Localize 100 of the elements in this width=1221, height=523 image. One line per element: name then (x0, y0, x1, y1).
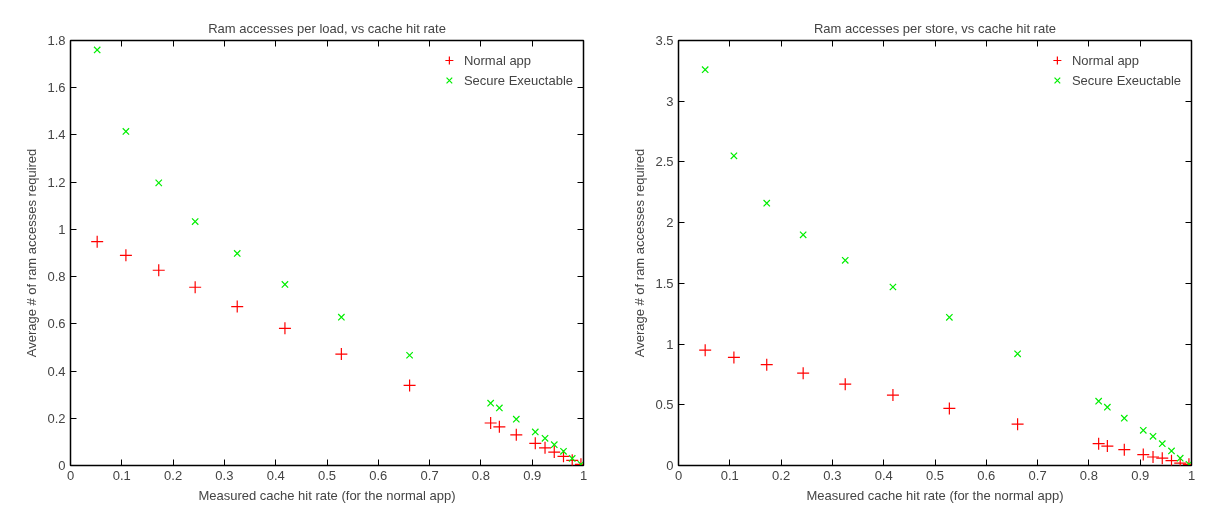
point (945, 313, 954, 322)
x-tick-label: 0.8 (1079, 467, 1098, 483)
point (1094, 397, 1103, 405)
x-tick-label: 0.9 (523, 467, 542, 483)
legend-label: Normal app (1071, 52, 1140, 68)
y-tick-label: 1.2 (47, 174, 66, 190)
point (90, 235, 104, 249)
y-tick-label: 2.5 (655, 154, 674, 170)
point (547, 445, 561, 459)
point (152, 263, 166, 277)
y-axis-title: Average # of ram accesses required (632, 148, 648, 358)
chart-title: Ram accesses per load, vs cache hit rate (208, 20, 446, 36)
y-tick-label: 1 (58, 221, 66, 237)
point (531, 428, 540, 436)
point (122, 127, 130, 136)
point (889, 283, 897, 291)
chart-title: Ram accesses per store, vs cache hit rate (813, 20, 1057, 36)
point (1139, 426, 1148, 435)
point (281, 280, 289, 289)
point (484, 416, 498, 430)
x-tick-label: 0.1 (112, 467, 131, 483)
point (559, 447, 568, 456)
x-tick-label: 0.9 (1131, 467, 1150, 483)
x-tick-label: 0.4 (874, 467, 893, 483)
y-tick-label: 3 (666, 93, 674, 109)
point (191, 217, 199, 226)
y-tick-label: 1.6 (47, 80, 66, 96)
point (278, 321, 292, 335)
y-tick-label: 1.4 (47, 127, 66, 143)
point (1164, 454, 1179, 466)
point (1158, 439, 1167, 448)
point (337, 313, 346, 321)
x-tick-label: 0.6 (369, 467, 388, 483)
x-axis-title: Measured cache hit rate (for the normal app) (198, 487, 456, 503)
point (796, 366, 810, 380)
point (1146, 450, 1160, 464)
point (541, 434, 549, 443)
x-tick-label: 0.5 (925, 467, 945, 483)
point (1010, 417, 1025, 431)
point (405, 351, 414, 360)
y-tick-label: 3.5 (655, 33, 674, 48)
y-axis-title: Average # of ram accesses required (24, 148, 40, 358)
point (495, 404, 504, 412)
point (1120, 414, 1129, 422)
point (1092, 437, 1106, 451)
point (93, 46, 101, 54)
y-tick-label: 0.5 (655, 397, 674, 413)
point (701, 65, 709, 74)
point (402, 378, 417, 393)
point (942, 401, 956, 416)
point (556, 449, 571, 463)
x-tick-label: 0.3 (215, 467, 234, 483)
point (509, 428, 523, 442)
x-tick-label: 0.2 (772, 467, 791, 483)
point (492, 420, 506, 434)
point (1176, 454, 1184, 462)
point (188, 280, 202, 294)
point (233, 249, 242, 258)
point (230, 300, 244, 314)
x-tick-label: 1 (1187, 467, 1196, 483)
x-tick-label: 0.7 (420, 467, 439, 483)
point (1100, 439, 1114, 453)
y-tick-label: 2 (666, 215, 674, 231)
y-tick-label: 0.4 (47, 363, 66, 379)
point (528, 436, 542, 450)
x-tick-label: 0.3 (823, 467, 842, 483)
x-tick-label: 0.6 (977, 467, 996, 483)
x-tick-label: 0.1 (720, 467, 739, 483)
point (1167, 447, 1176, 455)
legend-label: Normal app (463, 52, 532, 68)
point (760, 358, 774, 372)
x-tick-label: 0.7 (1028, 467, 1047, 483)
point (727, 350, 741, 365)
legend-label: Secure Exeuctable (463, 72, 573, 88)
point (1136, 447, 1150, 462)
legend-label: Secure Exeuctable (1071, 72, 1181, 88)
y-tick-label: 1.8 (47, 33, 66, 48)
point (886, 388, 900, 402)
point (538, 441, 552, 455)
point (1155, 451, 1169, 465)
x-tick-label: 0.5 (317, 467, 337, 483)
y-tick-label: 1.5 (655, 275, 674, 291)
point (1149, 432, 1157, 441)
x-tick-label: 1 (579, 467, 588, 483)
point (838, 377, 852, 391)
point (1013, 350, 1022, 358)
point (119, 248, 133, 262)
point (334, 347, 348, 361)
x-tick-label: 0.2 (164, 467, 183, 483)
point (698, 343, 712, 357)
point (154, 179, 163, 187)
point (1117, 443, 1131, 457)
x-axis-title: Measured cache hit rate (for the normal app) (806, 487, 1064, 503)
y-tick-label: 1 (666, 336, 674, 352)
y-tick-label: 0.2 (47, 410, 66, 426)
point (486, 399, 495, 407)
y-tick-label: 0.6 (47, 316, 66, 332)
x-tick-label: 0.4 (266, 467, 285, 483)
y-tick-label: 0.8 (47, 269, 66, 285)
x-tick-label: 0.8 (471, 467, 490, 483)
